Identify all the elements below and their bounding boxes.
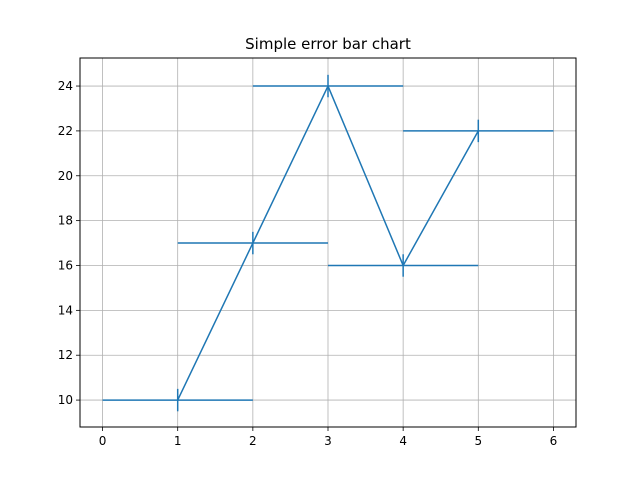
x-tick-label: 3 — [324, 434, 332, 448]
x-axis-ticks: 0 1 2 3 4 5 6 — [99, 427, 558, 448]
y-tick-label: 12 — [58, 348, 73, 362]
y-tick-label: 20 — [58, 169, 73, 183]
x-tick-label: 6 — [550, 434, 558, 448]
y-tick-label: 22 — [58, 124, 73, 138]
x-tick-label: 5 — [474, 434, 482, 448]
x-tick-label: 2 — [249, 434, 257, 448]
y-tick-label: 16 — [58, 258, 73, 272]
x-tick-label: 0 — [99, 434, 107, 448]
y-tick-label: 14 — [58, 303, 73, 317]
series-line — [177, 85, 479, 401]
x-tick-label: 1 — [174, 434, 182, 448]
y-tick-label: 18 — [58, 214, 73, 228]
y-tick-label: 24 — [58, 79, 73, 93]
y-tick-label: 10 — [58, 393, 73, 407]
chart-title: Simple error bar chart — [245, 35, 411, 53]
x-tick-label: 4 — [399, 434, 407, 448]
series-line-group — [177, 85, 479, 401]
y-axis-ticks: 10 12 14 16 18 20 22 24 — [58, 79, 80, 407]
